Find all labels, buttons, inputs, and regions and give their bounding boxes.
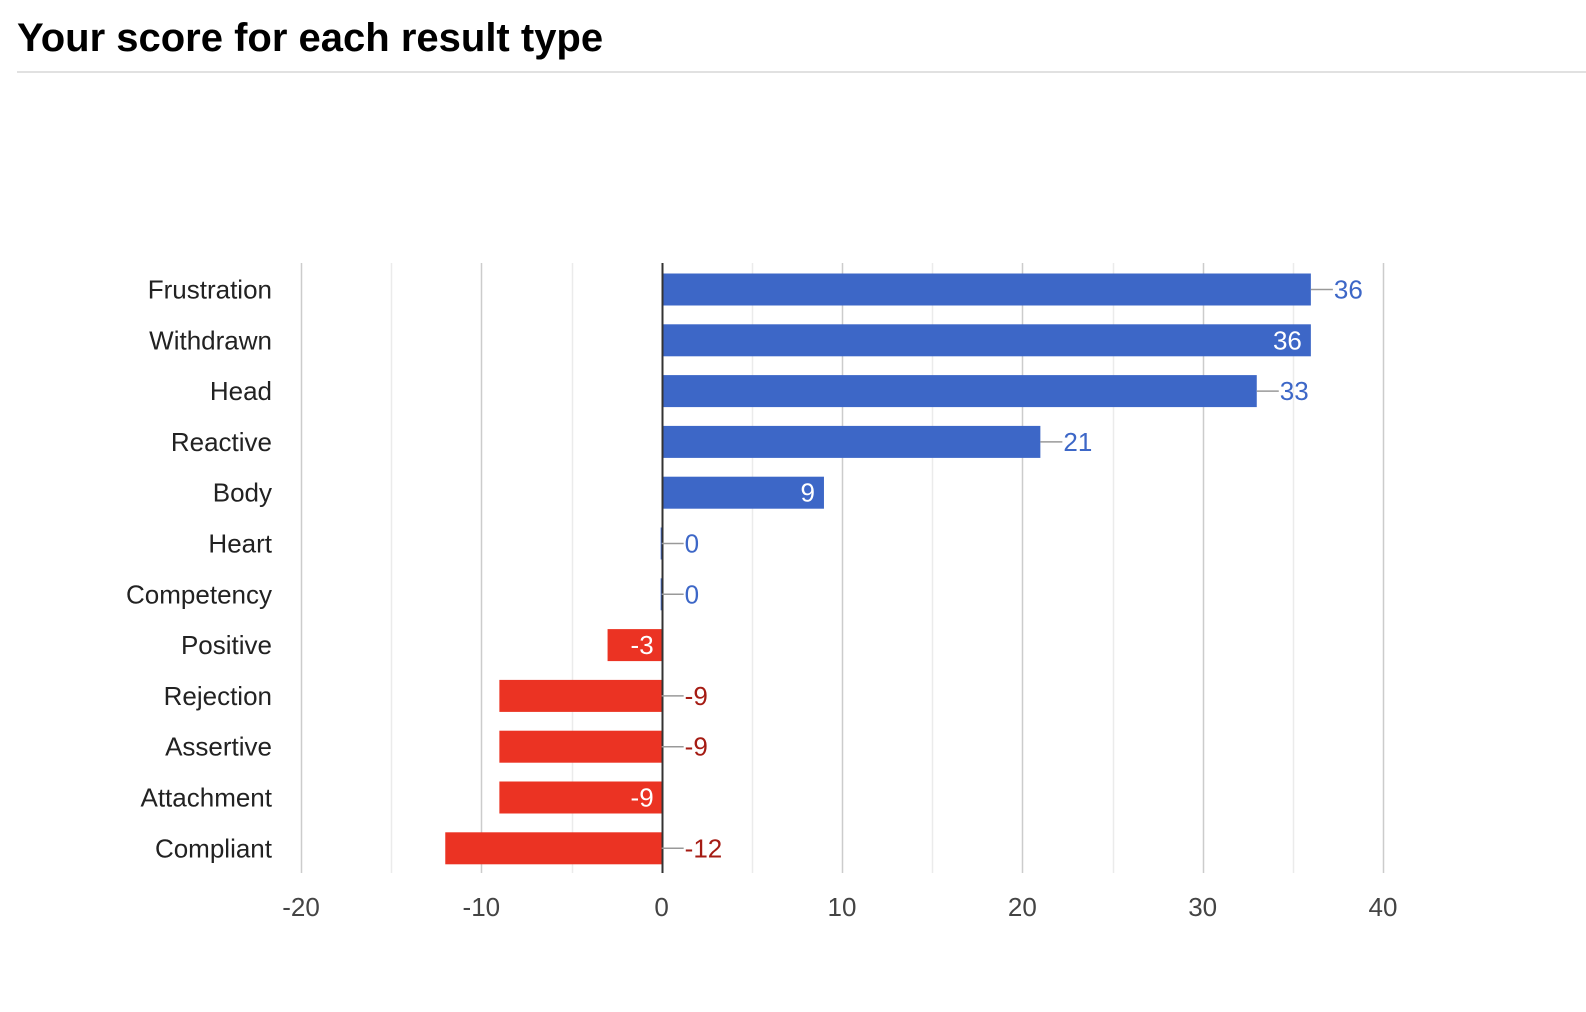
bar (661, 476, 824, 509)
category-label: Rejection (164, 681, 272, 711)
page-title: Your score for each result type (17, 16, 604, 60)
x-tick-label: -20 (282, 892, 320, 922)
data-label: -9 (631, 783, 654, 813)
x-tick-label: 40 (1369, 892, 1398, 922)
data-label: 33 (1280, 376, 1309, 406)
category-label: Body (213, 478, 272, 508)
data-labels: 36 36 33 21 9 0 0 -3 -9 -9 -9 -12 (631, 275, 1363, 864)
bar (499, 730, 662, 763)
category-label: Compliant (155, 833, 273, 863)
data-label: -12 (685, 833, 723, 863)
data-label: 0 (685, 579, 699, 609)
bar (607, 629, 662, 662)
bar (499, 781, 662, 814)
bar (661, 273, 1311, 306)
category-label: Heart (208, 529, 272, 559)
category-label: Frustration (148, 275, 272, 305)
category-label: Assertive (165, 732, 272, 762)
x-tick-label: 10 (828, 892, 857, 922)
x-tick-label: 30 (1188, 892, 1217, 922)
category-label: Withdrawn (149, 325, 272, 355)
x-axis-tick-labels: -20 -10 0 10 20 30 40 (282, 892, 1397, 922)
bar (661, 375, 1257, 408)
bar (445, 832, 662, 865)
bar (661, 425, 1041, 458)
bar (499, 679, 662, 712)
title-divider (17, 71, 1586, 73)
category-label: Competency (126, 579, 272, 609)
bars (445, 273, 1311, 865)
category-label: Attachment (140, 783, 272, 813)
category-label: Positive (181, 630, 272, 660)
category-label: Reactive (171, 427, 272, 457)
bar (661, 324, 1311, 357)
x-tick-label: -10 (463, 892, 501, 922)
data-label: -9 (685, 732, 708, 762)
data-label: 36 (1334, 275, 1363, 305)
data-label: -3 (631, 630, 654, 660)
data-label: 0 (685, 529, 699, 559)
category-label: Head (210, 376, 272, 406)
category-labels: Frustration Withdrawn Head Reactive Body Hear… (126, 275, 273, 864)
data-label: -9 (685, 681, 708, 711)
data-label: 9 (800, 478, 814, 508)
data-label: 21 (1063, 427, 1092, 457)
gridlines (300, 263, 1385, 873)
x-tick-label: 0 (654, 892, 668, 922)
data-label: 36 (1273, 325, 1302, 355)
x-tick-label: 20 (1008, 892, 1037, 922)
